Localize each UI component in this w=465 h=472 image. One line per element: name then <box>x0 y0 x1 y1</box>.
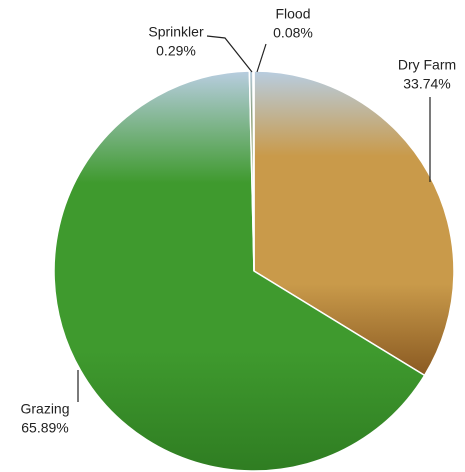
leader-line <box>207 36 252 72</box>
pie-slice <box>253 71 254 271</box>
leader-line <box>257 44 266 72</box>
slice-label: Grazing <box>20 401 69 417</box>
value-label: 0.29% <box>156 43 196 59</box>
slice-label: Flood <box>275 6 310 22</box>
value-label: 65.89% <box>21 420 68 436</box>
slice-label: Dry Farm <box>398 57 456 73</box>
value-label: 33.74% <box>403 76 450 92</box>
chart: Dry Farm 33.74% Grazing 65.89% Sprinkler 0.29… <box>0 0 465 472</box>
value-label: 0.08% <box>273 25 313 41</box>
slice-label: Sprinkler <box>148 24 204 40</box>
